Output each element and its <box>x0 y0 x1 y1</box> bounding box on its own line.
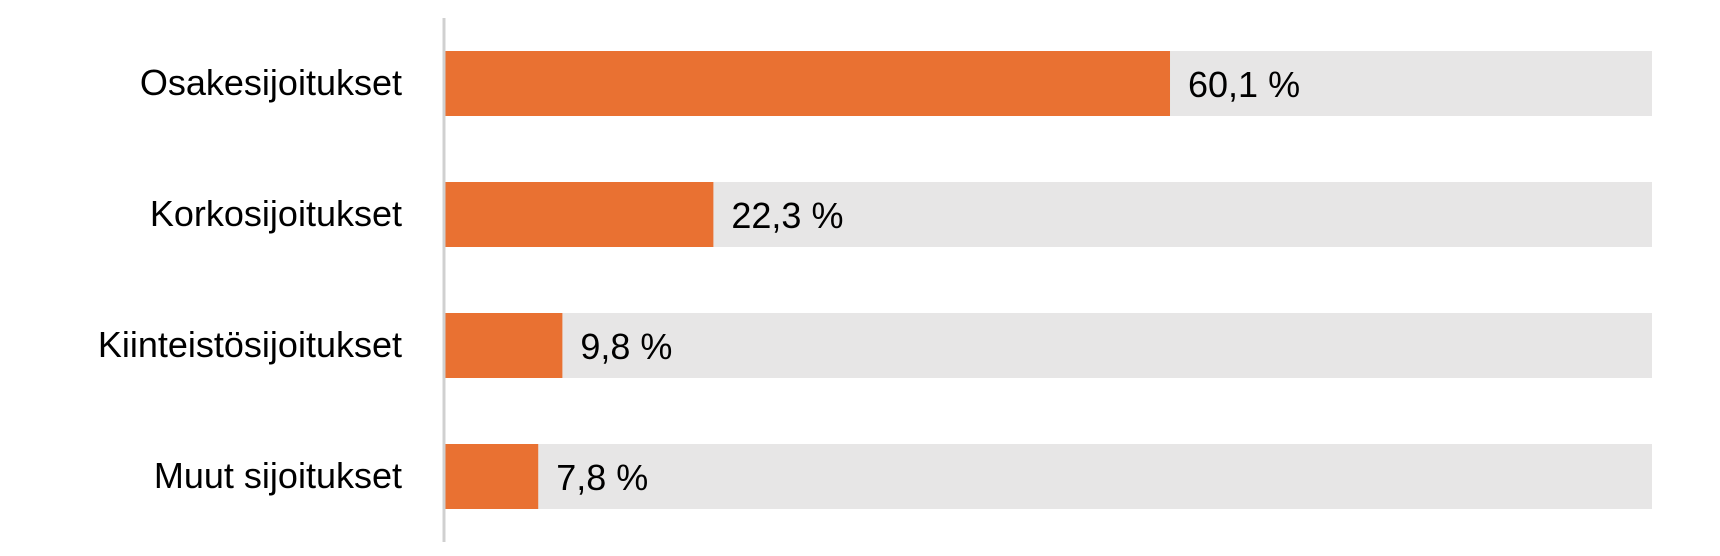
y-tick-label: Kiinteistösijoitukset <box>98 324 402 365</box>
bar-track <box>444 313 1652 378</box>
value-label: 60,1 % <box>1188 64 1300 105</box>
bar-track <box>444 444 1652 509</box>
bar <box>444 51 1171 116</box>
bar <box>444 182 714 247</box>
bar <box>444 444 539 509</box>
y-tick-label: Korkosijoitukset <box>150 193 402 234</box>
y-tick-label: Muut sijoitukset <box>154 455 402 496</box>
value-label: 7,8 % <box>556 457 648 498</box>
value-label: 22,3 % <box>731 195 843 236</box>
y-tick-label: Osakesijoitukset <box>140 62 402 103</box>
bar <box>444 313 563 378</box>
value-label: 9,8 % <box>580 326 672 367</box>
